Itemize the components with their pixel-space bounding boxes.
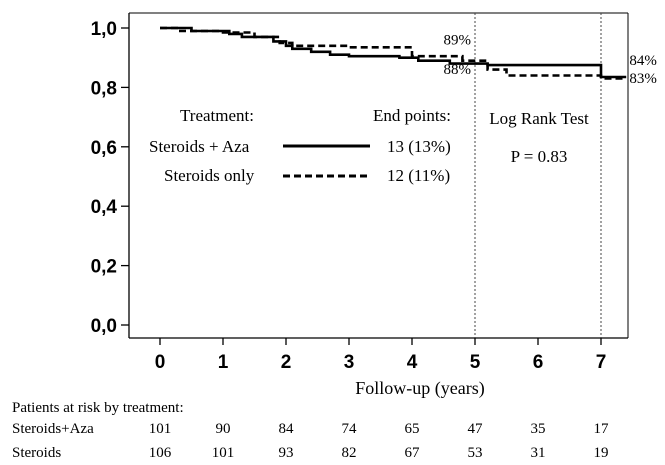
- risk-value: 17: [594, 421, 610, 437]
- y-tick-label: 0,2: [91, 257, 117, 278]
- risk-value: 19: [594, 445, 609, 461]
- legend-label-series-2: Steroids only: [164, 166, 255, 185]
- x-tick-label: 1: [218, 352, 229, 373]
- y-tick-label: 0,6: [91, 138, 117, 159]
- risk-value: 31: [531, 445, 546, 461]
- risk-table-title: Patients at risk by treatment:: [12, 400, 184, 416]
- risk-value: 67: [405, 445, 421, 461]
- legend-endpoints-series-1: 13 (13%): [387, 137, 451, 156]
- legend-endpoints-title: End points:: [373, 106, 451, 125]
- legend-title: Treatment:: [180, 106, 254, 125]
- risk-value: 106: [149, 445, 172, 461]
- legend-endpoints-series-2: 12 (11%): [387, 166, 450, 185]
- risk-value: 74: [342, 421, 358, 437]
- x-tick-label: 2: [281, 352, 292, 373]
- risk-values: 101 90 84 74 65 47 35 17 106 101 93 82 67 53 31 19: [149, 421, 609, 461]
- x-tick-label: 0: [155, 352, 166, 373]
- reference-lines: [474, 13, 602, 338]
- x-tick-label: 3: [344, 352, 355, 373]
- x-ticks: 0 1 2 3 4 5 6 7: [155, 338, 607, 373]
- risk-row-label-2: Steroids: [12, 445, 61, 461]
- log-rank-title: Log Rank Test: [489, 109, 589, 128]
- series-layer: [160, 26, 627, 80]
- percent-annotation: 84%: [629, 53, 657, 69]
- risk-value: 101: [149, 421, 172, 437]
- plot-area: 0,0 0,2 0,4 0,6 0,8 1,0 0 1 2 3 4 5 6 7 89% 88% 84% 83%: [91, 12, 657, 373]
- log-rank-box: Log Rank Test P = 0.83: [489, 109, 589, 166]
- risk-value: 101: [212, 445, 235, 461]
- series-line-steroids-aza: [160, 26, 627, 79]
- y-tick-label: 0,0: [91, 316, 117, 337]
- x-tick-label: 5: [470, 352, 481, 373]
- x-tick-label: 7: [596, 352, 607, 373]
- risk-table: Patients at risk by treatment: Steroids+…: [12, 400, 609, 461]
- legend-label-series-1: Steroids + Aza: [149, 137, 250, 156]
- x-tick-label: 4: [407, 352, 418, 373]
- annotations: 89% 88% 84% 83%: [444, 32, 657, 87]
- risk-value: 84: [279, 421, 295, 437]
- y-tick-label: 0,8: [91, 78, 117, 99]
- x-tick-label: 6: [533, 352, 544, 373]
- risk-value: 93: [279, 445, 294, 461]
- y-tick-label: 0,4: [91, 197, 118, 218]
- risk-row-label-1: Steroids+Aza: [12, 421, 94, 437]
- percent-annotation: 83%: [629, 71, 657, 87]
- y-ticks: 0,0 0,2 0,4 0,6 0,8 1,0: [91, 19, 129, 337]
- risk-value: 65: [405, 421, 420, 437]
- risk-value: 35: [531, 421, 546, 437]
- percent-annotation: 89%: [444, 32, 472, 48]
- legend: Treatment: End points: Steroids + Aza 13…: [149, 106, 451, 185]
- percent-annotation: 88%: [444, 62, 472, 78]
- risk-value: 53: [468, 445, 483, 461]
- series-line-steroids-only: [160, 26, 627, 80]
- risk-value: 90: [216, 421, 231, 437]
- log-rank-p-value: P = 0.83: [511, 147, 568, 166]
- y-tick-label: 1,0: [91, 19, 117, 40]
- risk-value: 47: [468, 421, 484, 437]
- risk-value: 82: [342, 445, 357, 461]
- x-axis-label: Follow-up (years): [355, 378, 484, 399]
